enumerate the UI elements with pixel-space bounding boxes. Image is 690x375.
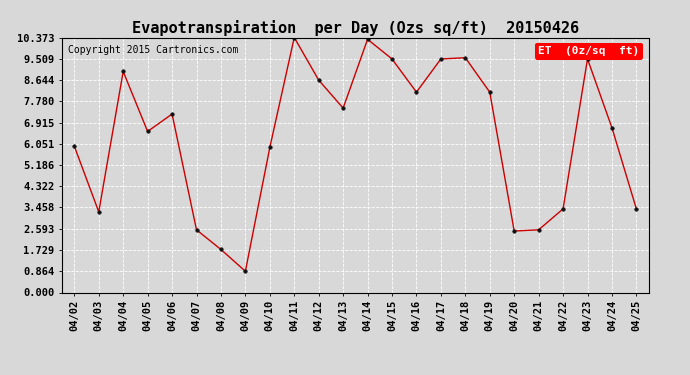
Text: Copyright 2015 Cartronics.com: Copyright 2015 Cartronics.com — [68, 45, 238, 55]
Legend: ET  (0z/sq  ft): ET (0z/sq ft) — [535, 43, 643, 60]
Title: Evapotranspiration  per Day (Ozs sq/ft)  20150426: Evapotranspiration per Day (Ozs sq/ft) 2… — [132, 20, 579, 36]
